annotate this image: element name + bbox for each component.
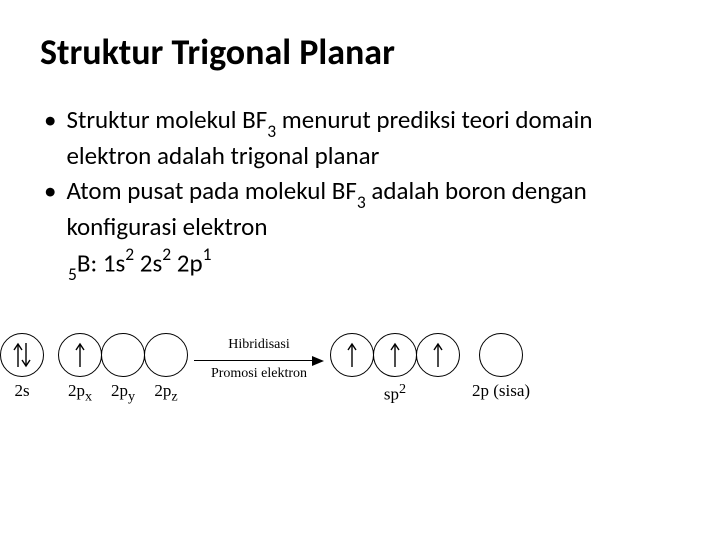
hybridisation-arrow: Hibridisasi Promosi elektron	[194, 333, 324, 381]
arrow-head-icon	[312, 356, 324, 366]
bullet-1: • Struktur molekul BF3 menurut prediksi …	[40, 104, 680, 171]
slide-title: Struktur Trigonal Planar	[40, 30, 680, 74]
orbital-2px: 2px	[58, 333, 102, 405]
orbital-sp2: sp2	[330, 333, 460, 405]
orbital-circle	[58, 333, 102, 377]
slide-content: • Struktur molekul BF3 menurut prediksi …	[40, 104, 680, 283]
orbital-diagram: 2s 2px 2py 2pz Hibridisasi Promosi elekt…	[0, 333, 720, 405]
orbital-circle	[0, 333, 44, 377]
orbital-2pz: 2pz	[144, 333, 188, 405]
orbital-circle	[416, 333, 460, 377]
bullet-dot: •	[44, 175, 56, 206]
bullet-dot: •	[44, 104, 56, 135]
bullet-1-text: Struktur molekul BF3 menurut prediksi te…	[66, 104, 680, 171]
bullet-2-text: Atom pusat pada molekul BF3 adalah boron…	[66, 175, 680, 242]
orbital-circle	[144, 333, 188, 377]
orbital-2p-leftover: 2p (sisa)	[472, 333, 530, 401]
electron-config: 5B: 1s2 2s2 2p1	[68, 246, 680, 283]
orbital-circle	[101, 333, 145, 377]
orbital-circle	[479, 333, 523, 377]
orbital-circle	[373, 333, 417, 377]
bullet-2: • Atom pusat pada molekul BF3 adalah bor…	[40, 175, 680, 242]
orbital-circle	[330, 333, 374, 377]
orbital-2s: 2s	[0, 333, 44, 401]
orbital-2py: 2py	[101, 333, 145, 405]
